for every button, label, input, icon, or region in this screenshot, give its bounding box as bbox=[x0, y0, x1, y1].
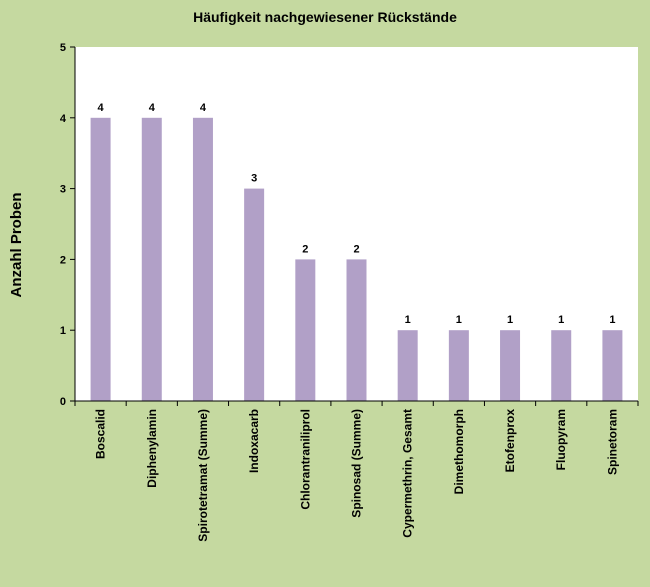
data-label: 1 bbox=[507, 314, 513, 326]
axes-group bbox=[70, 46, 639, 406]
data-label: 1 bbox=[405, 314, 411, 326]
y-tick-label: 5 bbox=[60, 42, 66, 54]
bar bbox=[192, 117, 213, 402]
x-tick-label: Diphenylamin bbox=[145, 409, 159, 488]
bar bbox=[244, 188, 265, 401]
bar bbox=[141, 117, 162, 402]
bar bbox=[346, 259, 367, 401]
bar bbox=[397, 330, 418, 401]
labels-group: 4 4 4 3 2 2 1 1 1 1 1 0 1 2 3 4 5 Boscalid Diphenylamin Spi… bbox=[60, 42, 620, 542]
bar bbox=[295, 259, 316, 401]
bar bbox=[551, 330, 572, 401]
chart-title: Häufigkeit nachgewiesener Rückstände bbox=[193, 9, 457, 25]
x-tick-label: Spinosad (Summe) bbox=[350, 409, 364, 518]
y-axis-label: Anzahl Proben bbox=[8, 192, 25, 297]
x-tick-label: Spirotetramat (Summe) bbox=[196, 409, 210, 542]
data-label: 2 bbox=[353, 243, 359, 255]
bar bbox=[90, 117, 111, 402]
bar bbox=[448, 330, 469, 401]
data-label: 1 bbox=[609, 314, 615, 326]
y-tick-label: 2 bbox=[60, 254, 66, 266]
bar bbox=[500, 330, 521, 401]
y-tick-label: 3 bbox=[60, 184, 66, 196]
data-label: 4 bbox=[98, 102, 105, 114]
y-tick-label: 1 bbox=[60, 325, 66, 337]
y-tick-label: 0 bbox=[60, 396, 66, 408]
data-label: 1 bbox=[456, 314, 462, 326]
bars-group bbox=[90, 117, 623, 402]
x-tick-label: Etofenprox bbox=[503, 409, 517, 473]
y-tick-label: 4 bbox=[60, 113, 67, 125]
x-tick-label: Spinetoram bbox=[605, 409, 619, 475]
data-label: 2 bbox=[302, 243, 308, 255]
bar bbox=[602, 330, 623, 401]
x-tick-label: Dimethomorph bbox=[452, 409, 466, 494]
data-label: 1 bbox=[558, 314, 564, 326]
data-label: 3 bbox=[251, 173, 257, 185]
x-tick-label: Indoxacarb bbox=[247, 409, 261, 473]
x-tick-label: Fluopyram bbox=[554, 409, 568, 470]
data-label: 4 bbox=[200, 102, 207, 114]
data-label: 4 bbox=[149, 102, 156, 114]
x-tick-label: Chlorantraniliprol bbox=[298, 409, 312, 510]
x-tick-label: Cypermethrin, Gesamt bbox=[401, 409, 415, 538]
x-tick-label: Boscalid bbox=[94, 409, 108, 459]
